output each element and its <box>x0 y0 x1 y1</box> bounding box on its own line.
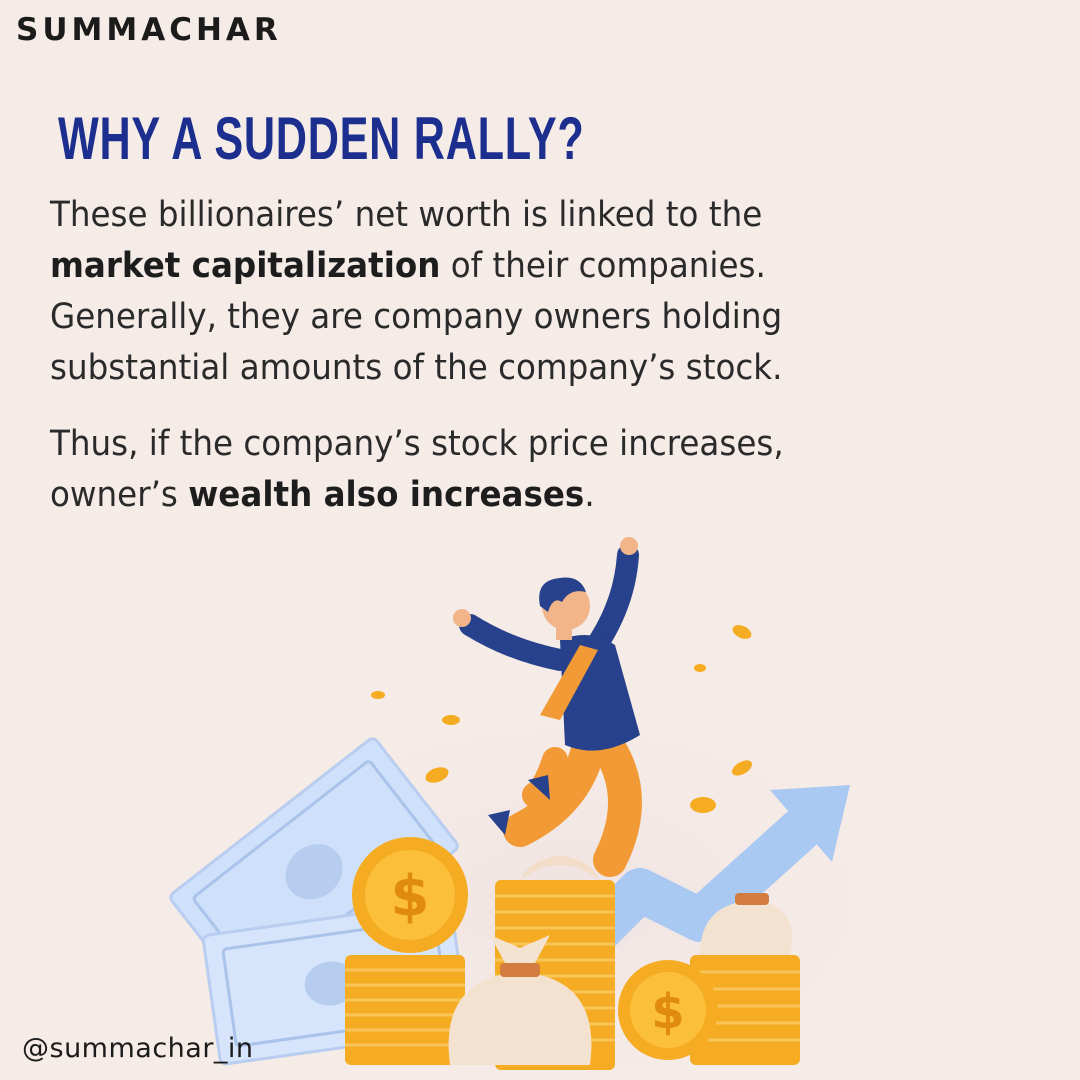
jumping-man-icon <box>453 537 642 877</box>
paragraph-line: substantial amounts of the company’s sto… <box>50 348 783 388</box>
svg-text:$: $ <box>651 984 684 1040</box>
bold-phrase: wealth also increases <box>188 475 585 515</box>
page-title: WHY A SUDDEN RALLY? <box>58 105 585 172</box>
dollar-coin-icon: $ $ <box>352 837 718 1060</box>
paragraph-market-cap: These billionaires’ net worth is linked … <box>50 190 989 394</box>
brand-logo: SUMMACHAR <box>16 12 282 48</box>
svg-text:$: $ <box>391 864 430 929</box>
paragraph-line: Thus, if the company’s stock price incre… <box>50 424 784 464</box>
bold-phrase: market capitalization <box>50 246 441 286</box>
social-handle: @summachar_in <box>22 1033 254 1064</box>
paragraph-line: owner’s wealth also increases. <box>50 475 595 515</box>
money-illustration: $ $ <box>169 537 940 1080</box>
floating-coins <box>371 625 752 813</box>
paragraph-line: Generally, they are company owners holdi… <box>50 297 783 337</box>
paragraph-line: These billionaires’ net worth is linked … <box>50 195 763 235</box>
paragraph-wealth: Thus, if the company’s stock price incre… <box>50 419 989 521</box>
paragraph-line: market capitalization of their companies… <box>50 246 766 286</box>
money-bag-icon <box>448 855 793 1065</box>
